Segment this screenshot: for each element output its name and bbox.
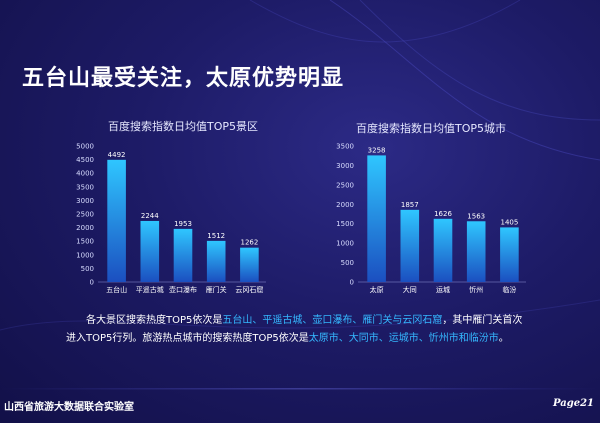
- x-tick-label: 雁门关: [206, 285, 227, 294]
- y-tick-label: 0: [90, 279, 94, 287]
- y-tick-label: 500: [341, 259, 354, 267]
- x-tick-label: 临汾: [502, 285, 516, 294]
- bar-chart-cities: 0 500 1000 1500 2000 2500 3000 3500 3258 太原 1857 大同…: [336, 143, 526, 294]
- y-tick-label: 3000: [76, 197, 94, 205]
- x-tick-label: 五台山: [106, 285, 127, 294]
- y-tick-label: 2500: [336, 181, 354, 189]
- summary-tail-2: 。: [498, 333, 509, 344]
- x-tick-label: 壶口瀑布: [169, 285, 197, 294]
- bar: [433, 218, 453, 282]
- bar: [240, 247, 259, 282]
- y-tick-label: 5000: [76, 143, 94, 151]
- bar: [367, 155, 386, 282]
- y-tick-label: 1500: [76, 238, 94, 246]
- y-tick-label: 3500: [336, 143, 354, 151]
- bar-value-label: 2244: [141, 212, 159, 220]
- summary-lead-1: 各大景区搜索热度TOP5依次是: [86, 315, 223, 326]
- x-tick-label: 忻州: [469, 285, 483, 294]
- y-tick-label: 1000: [336, 240, 354, 248]
- bar-value-label: 1405: [500, 218, 518, 226]
- bar: [206, 240, 226, 282]
- y-tick-label: 1500: [336, 220, 354, 228]
- bar-value-label: 4492: [108, 151, 126, 159]
- y-tick-label: 2000: [76, 224, 94, 232]
- bar-value-label: 1512: [207, 232, 225, 240]
- bar: [173, 228, 193, 282]
- bar: [107, 159, 126, 282]
- summary-city-list: 太原市、大同市、运城市、忻州市和临汾市: [308, 333, 499, 344]
- bar-chart-scenic-spots: 0 500 1000 1500 2000 2500 3000 3500 4000 4500 5000…: [76, 143, 266, 294]
- bar-value-label: 1262: [240, 239, 258, 247]
- y-tick-label: 2500: [76, 211, 94, 219]
- summary-tail-1: ，其中雁门关首次进入TOP5行列。: [66, 315, 523, 344]
- chart-title-scenic-spots: 百度搜索指数日均值TOP5景区: [108, 120, 259, 133]
- bar-value-label: 3258: [368, 146, 386, 154]
- bar-value-label: 1857: [401, 201, 419, 209]
- footer-organization: 山西省旅游大数据联合实验室: [4, 402, 134, 413]
- y-tick-label: 500: [81, 265, 94, 273]
- y-tick-label: 4500: [76, 156, 94, 164]
- y-tick-label: 4000: [76, 170, 94, 178]
- y-tick-label: 0: [350, 279, 354, 287]
- y-tick-label: 1000: [76, 251, 94, 259]
- y-tick-label: 3500: [76, 183, 94, 191]
- bar: [500, 227, 519, 282]
- bar-value-label: 1563: [467, 212, 485, 220]
- y-tick-label: 3000: [336, 162, 354, 170]
- chart-title-cities: 百度搜索指数日均值TOP5城市: [356, 122, 507, 135]
- summary-paragraph: 各大景区搜索热度TOP5依次是五台山、平遥古城、壶口瀑布、雁门关与云冈石窟，其中…: [66, 312, 526, 348]
- summary-lead-2: 旅游热点城市的搜索热度TOP5依次是: [142, 333, 309, 344]
- bar-value-label: 1953: [174, 220, 192, 228]
- x-tick-label: 云冈石窟: [235, 285, 263, 294]
- x-tick-label: 运城: [436, 286, 450, 294]
- bar-value-label: 1626: [434, 210, 452, 218]
- x-tick-label: 大同: [403, 285, 417, 294]
- bar: [466, 221, 486, 282]
- slide-title: 五台山最受关注，太原优势明显: [22, 66, 345, 91]
- y-tick-label: 2000: [336, 201, 354, 209]
- bar: [140, 220, 160, 282]
- bar: [400, 209, 420, 282]
- page-number: Page21: [552, 398, 594, 409]
- x-tick-label: 太原: [370, 285, 384, 294]
- summary-scenic-list: 五台山、平遥古城、壶口瀑布、雁门关与云冈石窟: [222, 315, 443, 326]
- x-tick-label: 平遥古城: [136, 285, 164, 294]
